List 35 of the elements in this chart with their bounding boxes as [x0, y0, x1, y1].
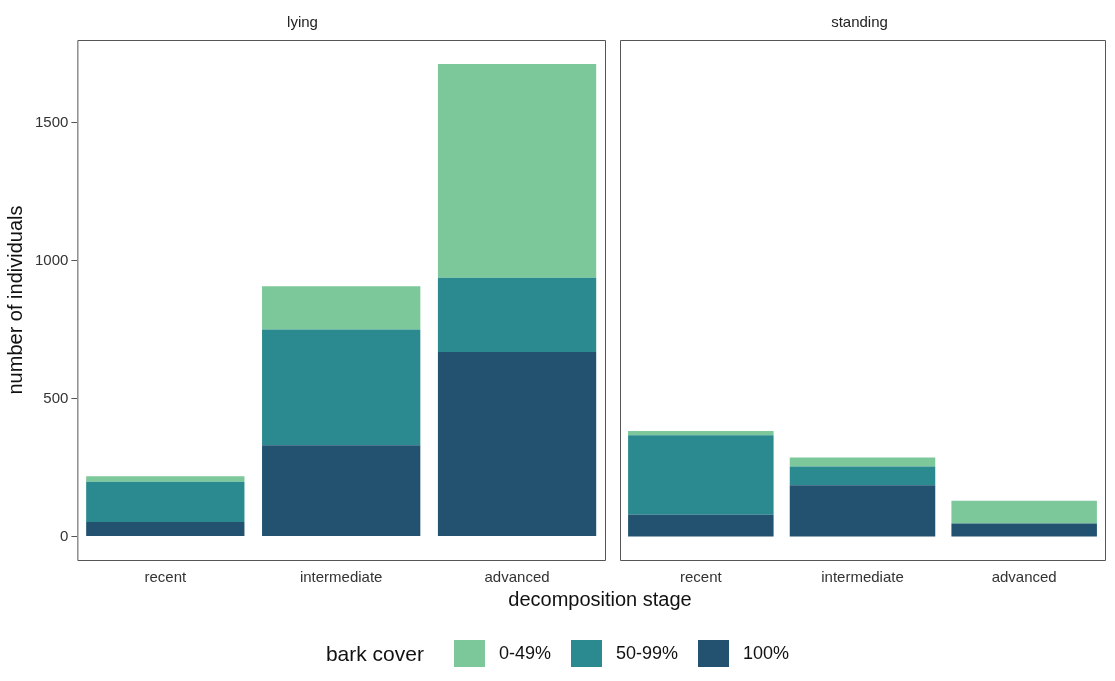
bar: [628, 430, 774, 436]
bar: [789, 485, 936, 537]
bar: [437, 352, 597, 537]
y-tick-label: 0: [60, 526, 69, 544]
x-axis-title: decomposition stage: [507, 588, 693, 611]
bar: [437, 277, 597, 352]
legend-label: 50-99%: [615, 643, 679, 664]
bar: [86, 476, 245, 482]
x-tick-label: advanced: [991, 568, 1057, 586]
legend-title: bark cover: [325, 641, 424, 666]
bar: [86, 521, 245, 537]
y-tick-label: 500: [43, 388, 69, 406]
bar: [789, 457, 936, 467]
bar: [262, 329, 421, 446]
legend-label: 0-49%: [498, 643, 551, 664]
legend-label: 100%: [743, 643, 790, 664]
x-tick-label: intermediate: [299, 568, 383, 586]
bar: [628, 435, 774, 515]
chart-title: lying: [287, 13, 318, 31]
bar: [951, 500, 1097, 524]
y-tick-label: 1000: [34, 250, 69, 268]
bar: [262, 286, 421, 330]
bar: [951, 523, 1097, 537]
x-tick-label: advanced: [484, 568, 550, 586]
x-tick-label: recent: [679, 568, 723, 586]
bar: [437, 64, 597, 278]
x-tick-label: recent: [144, 568, 187, 586]
bar: [262, 445, 421, 537]
chart-title: standing: [831, 13, 888, 31]
y-axis-title: number of individuals: [3, 205, 26, 395]
bar: [86, 481, 245, 522]
x-tick-label: intermediate: [821, 568, 904, 586]
bar: [628, 514, 774, 537]
y-tick-label: 1500: [34, 112, 69, 130]
bar: [789, 466, 936, 486]
